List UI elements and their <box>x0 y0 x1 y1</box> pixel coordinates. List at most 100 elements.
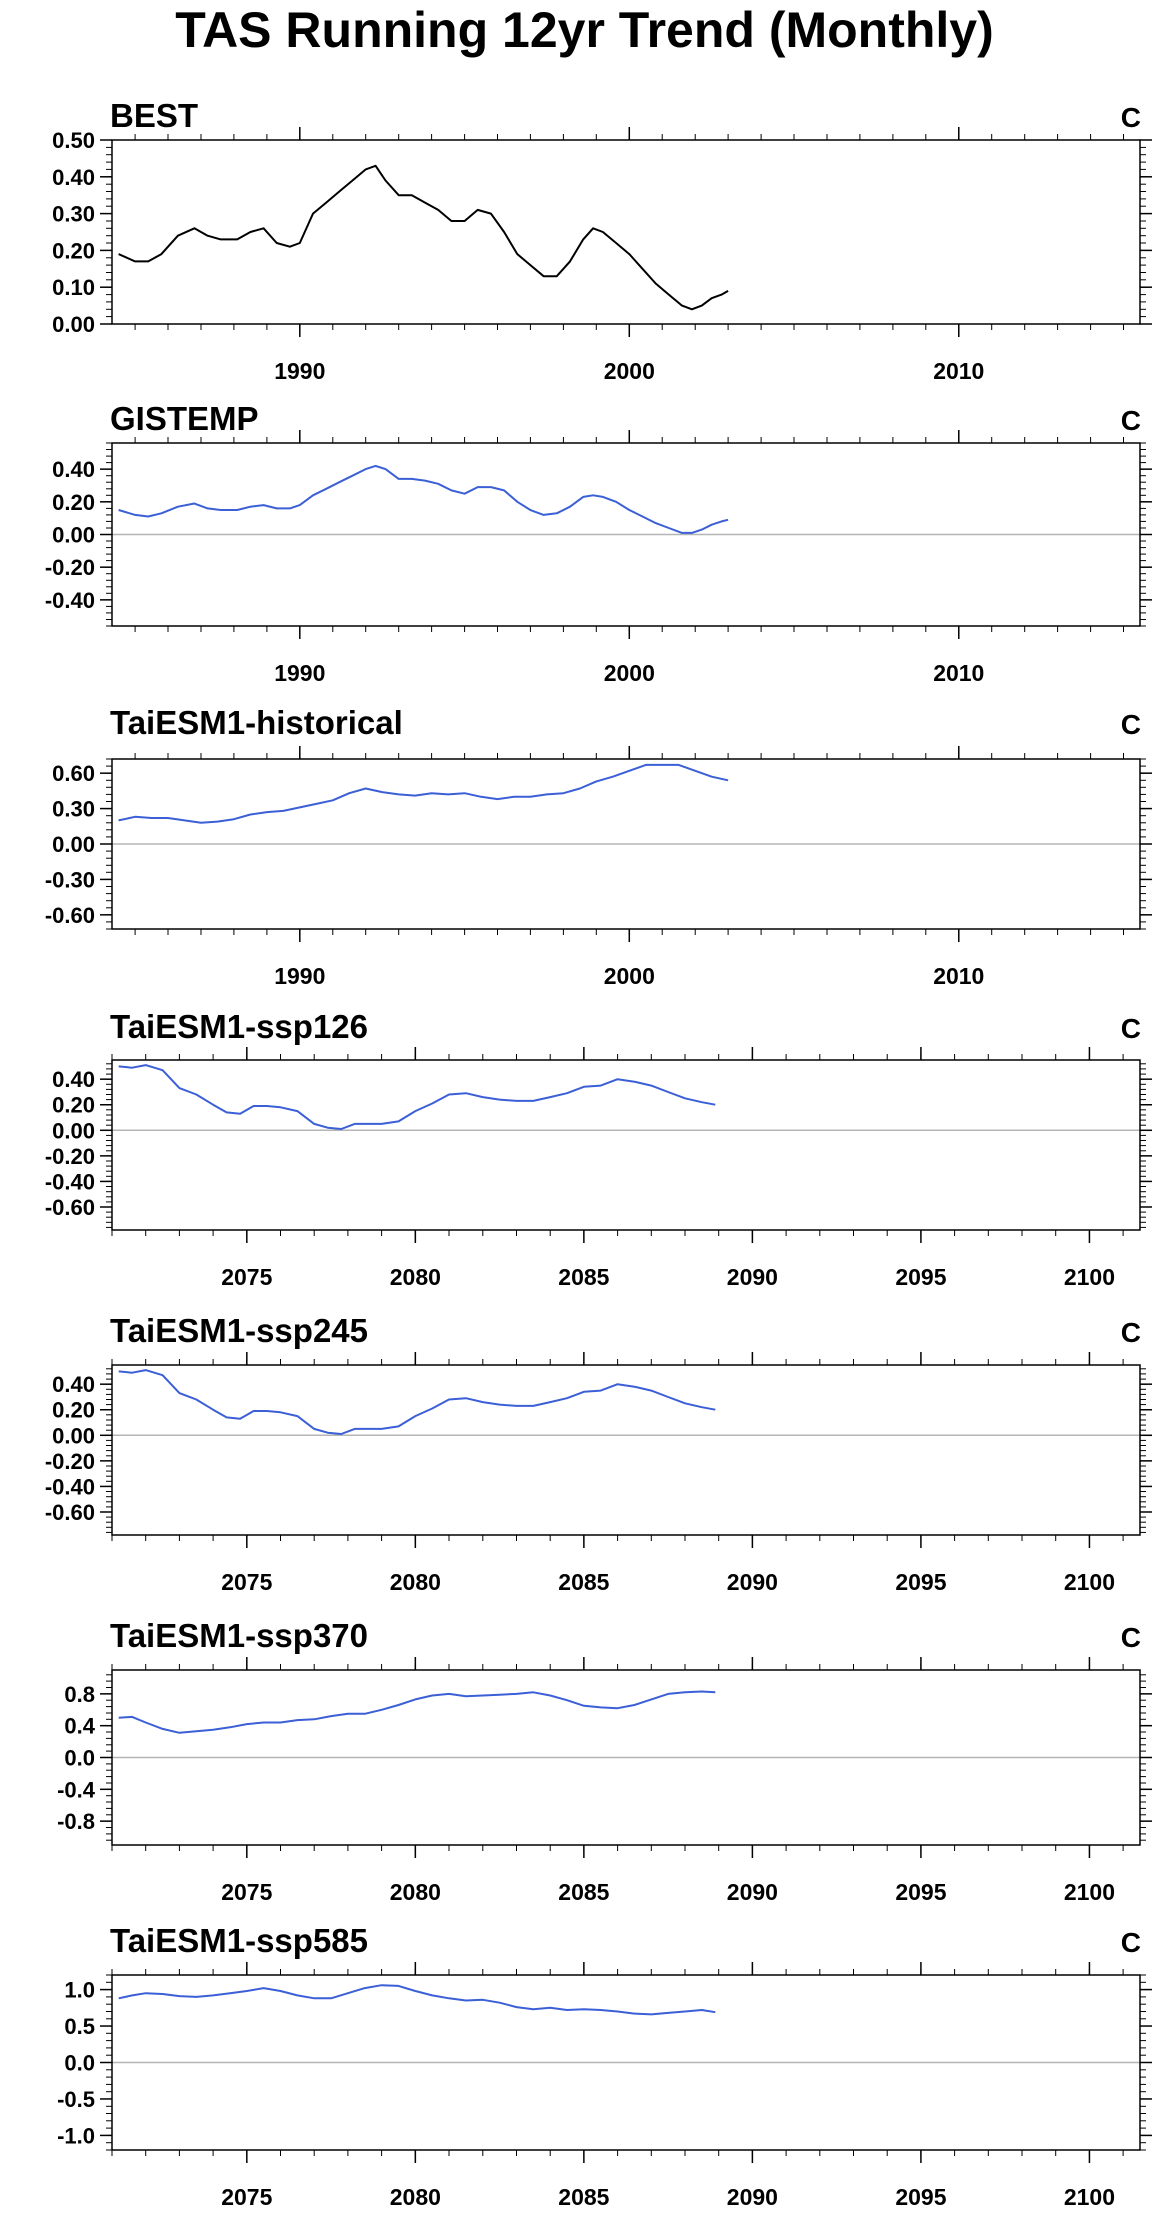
y-tick-label: 0.5 <box>64 2014 95 2039</box>
figure-title: TAS Running 12yr Trend (Monthly) <box>175 2 994 58</box>
y-tick-label: -0.4 <box>57 1777 96 1802</box>
series-line <box>118 1984 716 2016</box>
y-tick-label: 0.30 <box>52 797 95 822</box>
x-tick-label: 2085 <box>558 1879 609 1905</box>
y-tick-label: 0.40 <box>52 1372 95 1397</box>
x-tick-label: 2100 <box>1064 1569 1115 1595</box>
x-tick-label: 1990 <box>274 358 325 384</box>
x-tick-label: 2075 <box>221 1569 272 1595</box>
y-tick-label: 0.40 <box>52 1067 95 1092</box>
x-tick-label: 2080 <box>390 1264 441 1290</box>
y-tick-label: 0.20 <box>52 1093 95 1118</box>
x-tick-label: 2075 <box>221 2184 272 2210</box>
y-tick-label: -0.8 <box>57 1809 95 1834</box>
x-tick-label: 2080 <box>390 1879 441 1905</box>
x-tick-label: 1990 <box>274 963 325 989</box>
y-tick-label: -0.20 <box>45 1144 95 1169</box>
x-tick-label: 2100 <box>1064 1879 1115 1905</box>
x-tick-label: 2085 <box>558 1264 609 1290</box>
x-tick-label: 2090 <box>727 1264 778 1290</box>
y-tick-label: 0.30 <box>52 202 95 227</box>
y-tick-label: 0.4 <box>64 1714 95 1739</box>
y-tick-label: 0.40 <box>52 457 95 482</box>
y-tick-label: -0.40 <box>45 1474 95 1499</box>
x-tick-label: 2085 <box>558 2184 609 2210</box>
y-tick-label: -0.40 <box>45 1169 95 1194</box>
panel-units: C <box>1121 1317 1141 1348</box>
y-tick-label: 0.00 <box>52 312 95 337</box>
y-tick-label: 0.10 <box>52 275 95 300</box>
plot-frame <box>111 1059 1141 1231</box>
y-tick-label: 0.60 <box>52 761 95 786</box>
x-tick-label: 2000 <box>604 660 655 686</box>
plot-frame <box>111 1364 1141 1536</box>
x-tick-label: 2095 <box>895 1264 946 1290</box>
y-tick-label: 0.00 <box>52 1423 95 1448</box>
y-tick-label: 0.00 <box>52 1118 95 1143</box>
plot-frame <box>111 139 1141 325</box>
series-line <box>118 1064 716 1130</box>
y-tick-label: -1.0 <box>57 2123 95 2148</box>
x-tick-label: 2010 <box>933 660 984 686</box>
x-tick-label: 2095 <box>895 2184 946 2210</box>
series-line <box>118 464 729 534</box>
y-tick-label: 0.20 <box>52 1398 95 1423</box>
panel-title: TaiESM1-ssp245 <box>110 1312 368 1349</box>
x-tick-label: 2010 <box>933 358 984 384</box>
y-tick-label: -0.60 <box>45 1500 95 1525</box>
panel-title: GISTEMP <box>110 400 259 437</box>
x-tick-label: 2095 <box>895 1569 946 1595</box>
y-tick-label: 0.50 <box>52 128 95 153</box>
x-tick-label: 2090 <box>727 2184 778 2210</box>
x-tick-label: 2075 <box>221 1879 272 1905</box>
y-tick-label: -0.30 <box>45 867 95 892</box>
x-tick-label: 2085 <box>558 1569 609 1595</box>
y-tick-label: -0.60 <box>45 903 95 928</box>
chart-panel-7: TaiESM1-ssp585 C -1.0 -0.5 0.0 0.5 1.0 2075 2080… <box>57 1922 1152 2210</box>
x-tick-label: 2090 <box>727 1569 778 1595</box>
y-tick-label: 0.40 <box>52 165 95 190</box>
x-tick-label: 2010 <box>933 963 984 989</box>
chart-panel-6: TaiESM1-ssp370 C -0.8 -0.4 0.0 0.4 0.8 2075 2080… <box>57 1617 1152 1905</box>
x-tick-label: 1990 <box>274 660 325 686</box>
x-tick-label: 2000 <box>604 963 655 989</box>
chart-panel-5: TaiESM1-ssp245 C -0.60-0.40-0.200.000.200.… <box>45 1312 1152 1595</box>
y-tick-label: 0.00 <box>52 523 95 548</box>
y-tick-label: -0.40 <box>45 588 95 613</box>
series-line <box>118 763 729 824</box>
x-tick-label: 2100 <box>1064 2184 1115 2210</box>
x-tick-label: 2080 <box>390 2184 441 2210</box>
y-tick-label: 0.20 <box>52 238 95 263</box>
series-line <box>118 1690 716 1734</box>
x-tick-label: 2100 <box>1064 1264 1115 1290</box>
x-tick-label: 2080 <box>390 1569 441 1595</box>
panel-title: TaiESM1-ssp585 <box>110 1922 368 1959</box>
y-tick-label: 0.8 <box>64 1682 95 1707</box>
y-tick-label: -0.20 <box>45 555 95 580</box>
panel-units: C <box>1121 1622 1141 1653</box>
chart-panel-4: TaiESM1-ssp126 C -0.60-0.40-0.200.000.200.… <box>45 1008 1152 1290</box>
x-tick-label: 2095 <box>895 1879 946 1905</box>
panel-title: TaiESM1-ssp126 <box>110 1008 368 1045</box>
x-tick-label: 2075 <box>221 1264 272 1290</box>
series-line <box>118 1369 716 1435</box>
y-tick-label: -0.5 <box>57 2087 95 2112</box>
panel-title: TaiESM1-ssp370 <box>110 1617 368 1654</box>
x-tick-label: 2000 <box>604 358 655 384</box>
y-tick-label: 0.20 <box>52 490 95 515</box>
chart-panel-3: TaiESM1-historical C -0.60 -0.30 0.00 0.30 0.6… <box>45 704 1152 989</box>
chart-panel-2: GISTEMP C -0.40 -0.20 0.00 0.20 0.40 1990 2000 20… <box>45 400 1152 686</box>
panel-units: C <box>1121 1013 1141 1044</box>
y-tick-label: 0.0 <box>64 2051 95 2076</box>
y-tick-label: -0.20 <box>45 1449 95 1474</box>
panel-units: C <box>1121 102 1141 133</box>
panel-units: C <box>1121 1927 1141 1958</box>
series-line <box>118 164 729 311</box>
panel-title: BEST <box>110 97 198 134</box>
y-tick-label: 0.0 <box>64 1746 95 1771</box>
panel-units: C <box>1121 709 1141 740</box>
y-tick-label: 1.0 <box>64 1978 95 2003</box>
x-tick-label: 2090 <box>727 1879 778 1905</box>
y-tick-label: 0.00 <box>52 832 95 857</box>
